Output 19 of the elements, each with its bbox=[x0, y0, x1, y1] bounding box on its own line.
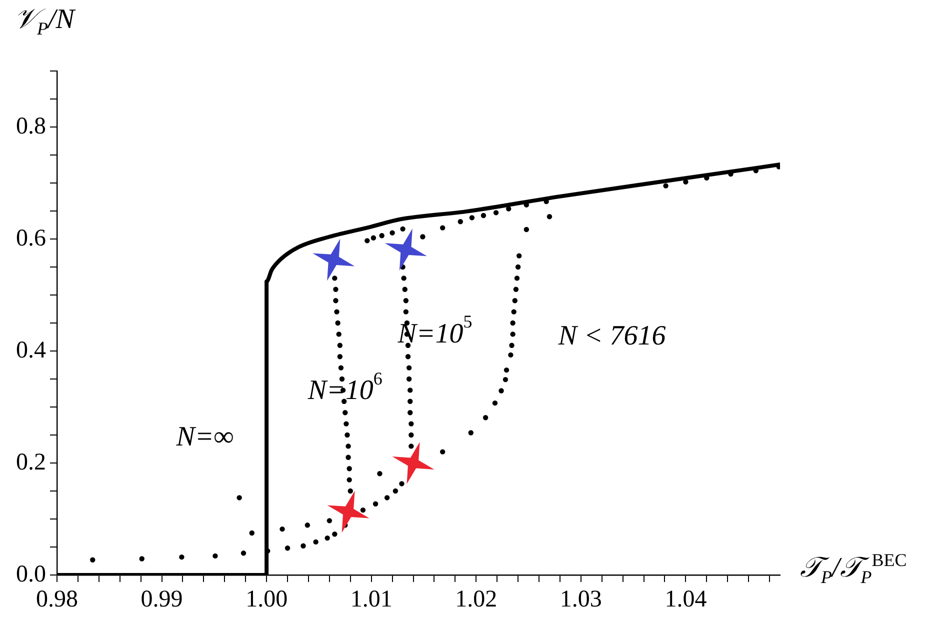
x-tick-label: 1.01 bbox=[350, 586, 392, 613]
annotation: N=∞ bbox=[175, 421, 234, 452]
x-tick-label: 1.00 bbox=[246, 586, 288, 613]
y-tick-label: 0.4 bbox=[16, 337, 46, 364]
x-tick-label: 0.98 bbox=[36, 586, 78, 613]
y-tick-label: 0.8 bbox=[16, 113, 46, 140]
annotation: N < 7616 bbox=[557, 320, 666, 352]
y-tick-label: 0.6 bbox=[16, 225, 46, 252]
y-tick-label: 0.0 bbox=[16, 561, 46, 588]
point bbox=[312, 238, 355, 281]
point bbox=[384, 228, 427, 271]
x-tick-label: 1.02 bbox=[455, 586, 498, 613]
point bbox=[327, 490, 370, 533]
x-tick-label: 1.03 bbox=[560, 586, 602, 613]
x-tick-label: 1.04 bbox=[664, 586, 707, 613]
point bbox=[392, 442, 434, 484]
y-tick-label: 0.2 bbox=[16, 449, 46, 476]
x-tick-label: 0.99 bbox=[140, 586, 183, 613]
y-axis-title: 𝒱$_{P}$/N bbox=[14, 4, 74, 40]
